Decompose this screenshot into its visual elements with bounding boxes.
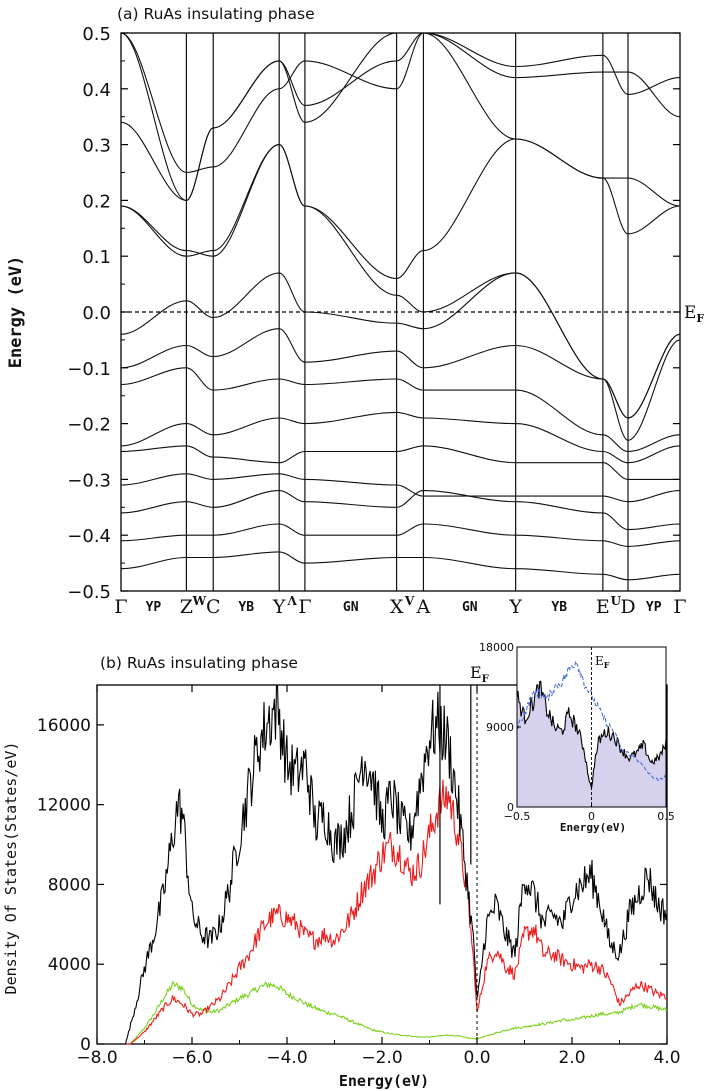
k-point-label: Y: [508, 596, 522, 618]
dos-series-line: [97, 684, 668, 1045]
dos-y-axis-label: Density Of States(States/eV): [2, 742, 20, 995]
dos-x-tick-label: −6.0: [171, 1048, 212, 1068]
dos-fermi-label-sub: F: [482, 674, 489, 685]
k-point-label: Z: [180, 596, 193, 618]
dos-x-tick-label: 2.0: [558, 1048, 585, 1068]
dos-y-tick-label: 16000: [37, 716, 91, 736]
band-line: [121, 328, 680, 441]
band-plot-frame: [120, 32, 681, 592]
energy-axis-label: Energy (eV): [6, 256, 26, 369]
energy-tick-label: 0.0: [82, 303, 111, 324]
k-point-sup-label: V: [404, 594, 415, 608]
dos-x-tick-label: 0.0: [463, 1048, 490, 1068]
k-point-label: A: [416, 596, 431, 618]
inset-y-tick-label: 18000: [479, 641, 514, 654]
band-line: [121, 138, 680, 280]
energy-tick-label: 0.1: [82, 247, 111, 268]
k-segment-label: YP: [146, 600, 162, 615]
inset-y-tick-label: 0: [507, 801, 514, 814]
dos-x-tick-label: −8.0: [76, 1048, 117, 1068]
band-line: [121, 473, 680, 503]
energy-tick-label: −0.2: [67, 415, 111, 436]
inset-x-tick-label: 0.5: [657, 810, 675, 823]
k-segment-label: GN: [462, 600, 478, 615]
k-point-sup-label: W: [192, 594, 207, 608]
inset-ru-line: [516, 659, 667, 782]
band-lines: [121, 33, 680, 581]
dos-ticks: −8.0 −6.0 −4.0 −2.0 0.0 2.0 4.0 0 4000 8000 12000 1…: [37, 685, 681, 1068]
dos-series-line: [97, 981, 668, 1045]
dos-fermi-label-main: E: [470, 663, 482, 682]
k-point-sup-label: U: [611, 594, 622, 608]
k-point-label: E: [596, 596, 610, 618]
k-segment-label: GN: [343, 600, 359, 615]
dos-fermi-label: EF: [470, 663, 489, 685]
k-point-label: D: [620, 596, 635, 618]
energy-tick-label: −0.4: [67, 526, 111, 547]
energy-tick-label: −0.5: [67, 582, 111, 603]
dos-x-tick-label: −4.0: [266, 1048, 307, 1068]
energy-tick-label: 0.2: [82, 191, 111, 212]
dos-y-tick-label: 8000: [48, 875, 91, 895]
fermi-label-sub: F: [696, 312, 704, 325]
dos-title: (b) RuAs insulating phase: [100, 654, 298, 672]
band-line: [121, 523, 680, 547]
k-point-label: Y: [272, 596, 286, 618]
band-line: [121, 272, 680, 419]
k-segment-label: YB: [551, 600, 567, 615]
dos-panel: −8.0 −6.0 −4.0 −2.0 0.0 2.0 4.0 0 4000 8000 12000 1…: [2, 641, 681, 1090]
inset-y-tick-label: 9000: [486, 721, 514, 734]
k-path-labels: Γ Z W C Y Λ Γ X V A Y E U D ΓYP YB GN GN YB YP: [114, 594, 686, 618]
k-point-label: Γ: [298, 596, 311, 618]
k-point-sup-label: Λ: [287, 594, 298, 608]
inset-x-tick-label: 0: [588, 810, 595, 823]
dos-y-tick-label: 0: [80, 1035, 91, 1055]
inset-fermi-label-main: E: [595, 654, 604, 668]
k-segment-label: YP: [646, 600, 662, 615]
dos-x-tick-label: 4.0: [653, 1048, 680, 1068]
dos-y-tick-label: 4000: [48, 955, 91, 975]
band-line: [121, 411, 680, 464]
inset-fermi-label-sub: F: [604, 660, 610, 670]
energy-tick-label: −0.1: [67, 359, 111, 380]
dos-series-line: [97, 779, 668, 1045]
fermi-label-main: E: [684, 303, 696, 323]
energy-tick-label: 0.5: [82, 24, 111, 45]
inset-x-tick-label: −0.5: [504, 810, 531, 823]
k-point-label: X: [390, 596, 404, 618]
band-line: [121, 551, 680, 581]
inset-x-axis-label: Energy(eV): [560, 821, 626, 834]
dos-x-tick-label: −2.0: [361, 1048, 402, 1068]
k-segment-label: YB: [238, 600, 254, 615]
energy-tick-label: −0.3: [67, 470, 111, 491]
band-line: [121, 367, 680, 453]
dos-series: [97, 684, 668, 1045]
band-structure-panel: 0.5 0.4 0.3 0.2 0.1 0.0 −0.1 −0.2 −0.3 −0.4 −0.5 Γ…: [6, 5, 704, 618]
k-point-label: C: [206, 596, 221, 618]
k-point-label: Γ: [673, 596, 686, 618]
band-line: [121, 33, 680, 174]
band-line: [121, 144, 680, 419]
fermi-label: EF: [684, 303, 704, 325]
band-line: [121, 33, 680, 201]
energy-tick-label: 0.3: [82, 136, 111, 157]
k-point-label: Γ: [114, 596, 127, 618]
energy-tick-label: 0.4: [82, 80, 111, 101]
inset-fermi-label: EF: [595, 654, 610, 670]
energy-ticks: 0.5 0.4 0.3 0.2 0.1 0.0 −0.1 −0.2 −0.3 −0.4 −0.5: [67, 24, 680, 603]
inset-total-fill: [517, 681, 666, 807]
band-title: (a) RuAs insulating phase: [117, 5, 315, 23]
dos-x-axis-label: Energy(eV): [339, 1072, 429, 1090]
dos-y-tick-label: 12000: [37, 796, 91, 816]
